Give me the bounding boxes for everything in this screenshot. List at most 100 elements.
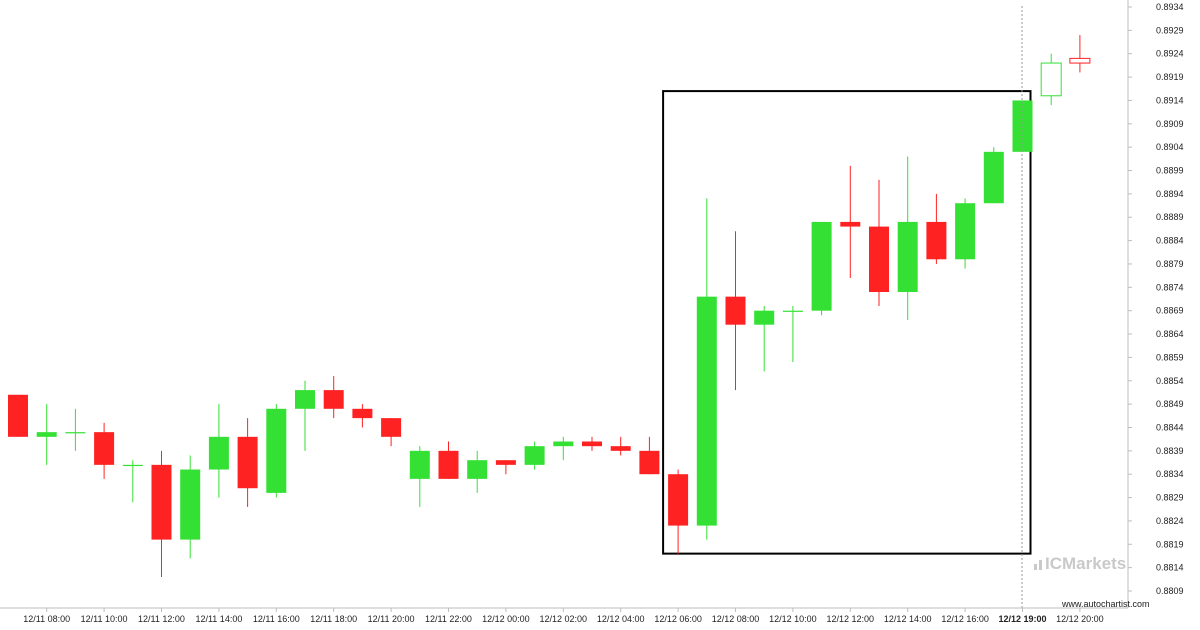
candle	[926, 193, 947, 264]
candle	[122, 460, 143, 503]
candle	[582, 436, 602, 451]
candle-body	[840, 221, 861, 227]
y-tick-label: 0.8919	[1156, 72, 1184, 82]
pattern-box-layer	[662, 90, 1032, 555]
y-tick-label: 0.8814	[1156, 563, 1184, 573]
candle-body	[409, 450, 430, 479]
candle-body	[94, 432, 115, 465]
y-tick-label: 0.8854	[1156, 376, 1184, 386]
y-tick-label: 0.8844	[1156, 422, 1184, 432]
icmarkets-logo	[1034, 560, 1042, 570]
x-tick-label: 12/11 22:00	[425, 614, 472, 624]
candle-body	[725, 296, 746, 325]
candle-body	[782, 310, 803, 312]
candle-body	[323, 390, 344, 409]
candle-body	[696, 296, 717, 526]
candle	[352, 404, 373, 428]
x-tick-label: 12/12 20:00	[1056, 614, 1104, 624]
candle-body	[381, 418, 402, 437]
candle-body	[180, 469, 201, 540]
candle-body	[754, 310, 775, 325]
candle	[668, 469, 689, 554]
x-axis-ticks: 12/11 08:00 12/11 10:00 12/11 12:00 12/11 1…	[23, 608, 1104, 624]
candle-body	[897, 221, 918, 292]
y-tick-label: 0.8899	[1156, 166, 1184, 176]
candle-body	[237, 436, 258, 489]
candle	[897, 156, 918, 321]
y-tick-label: 0.8924	[1156, 49, 1184, 59]
x-tick-label: 12/11 08:00	[23, 614, 70, 624]
x-tick-label: 12/12 02:00	[540, 614, 588, 624]
y-tick-label: 0.8894	[1156, 189, 1184, 199]
candles-layer	[8, 35, 1091, 577]
y-tick-label: 0.8849	[1156, 399, 1184, 409]
y-tick-label: 0.8904	[1156, 142, 1184, 152]
candle-body	[8, 394, 28, 437]
candle-body	[610, 446, 631, 451]
x-tick-label: 12/11 16:00	[253, 614, 300, 624]
candle-body	[869, 226, 889, 292]
x-tick-label: 12/11 14:00	[195, 614, 242, 624]
candle	[409, 446, 430, 507]
y-tick-label: 0.8809	[1156, 586, 1184, 596]
candle	[725, 231, 746, 391]
candle	[495, 460, 516, 475]
candle	[323, 376, 344, 419]
y-tick-label: 0.8874	[1156, 282, 1184, 292]
x-tick-label: 12/12 12:00	[827, 614, 875, 624]
candle	[438, 441, 459, 479]
candle	[467, 450, 488, 493]
candle-body	[352, 408, 373, 419]
y-tick-label: 0.8834	[1156, 469, 1184, 479]
y-tick-label: 0.8909	[1156, 119, 1184, 129]
candle	[180, 455, 201, 559]
candle-body	[122, 464, 143, 467]
candle	[553, 436, 574, 461]
candle	[639, 436, 660, 475]
candle-body	[1069, 57, 1091, 64]
y-tick-label: 0.8884	[1156, 236, 1184, 246]
y-tick-label: 0.8879	[1156, 259, 1184, 269]
candle	[754, 306, 775, 372]
candle	[955, 198, 976, 269]
candle-body	[553, 441, 574, 447]
x-tick-label: 12/12 19:00	[998, 614, 1046, 624]
y-tick-label: 0.8864	[1156, 329, 1184, 339]
logo-bar-2	[1039, 560, 1042, 570]
y-tick-label: 0.8889	[1156, 212, 1184, 222]
x-tick-label: 12/12 16:00	[941, 614, 989, 624]
candle	[295, 380, 315, 451]
y-tick-label: 0.8914	[1156, 95, 1184, 105]
candle-body	[955, 203, 976, 260]
candle-body	[926, 221, 947, 260]
y-tick-label: 0.8934	[1156, 2, 1184, 12]
candle	[524, 441, 545, 470]
pattern-box	[662, 90, 1032, 555]
candle	[237, 418, 258, 507]
y-axis-ticks: 0.8934 0.8929 0.8924 0.8919 0.8914 0.8909 0.89…	[1128, 2, 1184, 596]
y-tick-label: 0.8824	[1156, 516, 1184, 526]
candle-body	[495, 460, 516, 465]
candle-body	[295, 390, 315, 409]
candle	[208, 404, 229, 498]
candle	[65, 408, 86, 451]
candle-body	[65, 432, 86, 434]
x-tick-label: 12/12 08:00	[712, 614, 760, 624]
x-tick-label: 12/11 18:00	[310, 614, 357, 624]
x-tick-label: 12/11 20:00	[368, 614, 415, 624]
candle-body	[208, 436, 229, 470]
candle	[983, 147, 1004, 204]
candle	[1040, 53, 1062, 106]
candle	[840, 165, 861, 278]
candle	[1069, 35, 1091, 73]
candle	[36, 404, 57, 465]
candle-body	[467, 460, 488, 479]
x-tick-label: 12/11 10:00	[81, 614, 128, 624]
logo-bar-1	[1034, 564, 1037, 570]
candle	[782, 306, 803, 363]
candle-body	[266, 408, 287, 493]
candle-body	[524, 446, 545, 465]
candle-body	[582, 441, 602, 447]
candle-body	[1040, 62, 1062, 97]
